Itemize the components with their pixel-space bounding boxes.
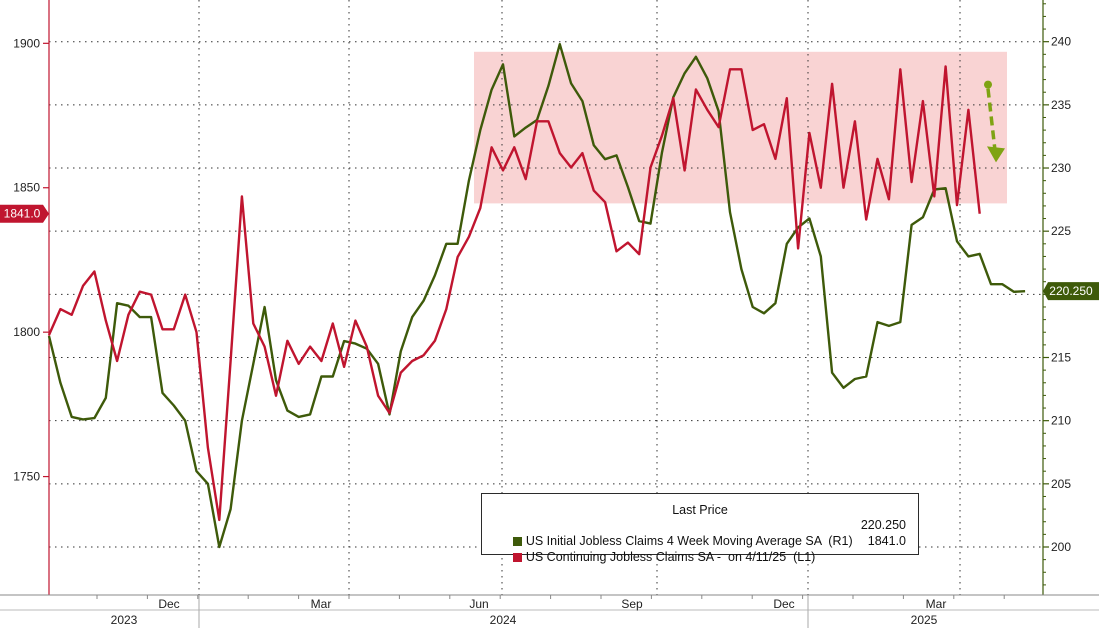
x-axis-year-label: 2024 — [490, 613, 517, 627]
legend: Last Price US Initial Jobless Claims 4 W… — [481, 493, 919, 564]
legend-label-initial-claims: US Initial Jobless Claims 4 Week Moving … — [525, 534, 853, 548]
x-axis-month-label: Dec — [773, 597, 794, 611]
last-value-tag-initial-claims — [1043, 282, 1099, 301]
last-value-label-initial-claims: 220.250 — [1049, 284, 1093, 298]
right-axis-tick-label: 215 — [1051, 351, 1071, 365]
legend-entry-initial-claims: US Initial Jobless Claims 4 Week Moving … — [482, 517, 918, 548]
left-axis-tick-label: 1750 — [13, 470, 40, 484]
right-axis-tick-label: 230 — [1051, 161, 1071, 175]
legend-title: Last Price — [672, 503, 728, 517]
annotation-arrow-shaft — [986, 88, 997, 151]
annotation-arrow-start — [984, 80, 992, 89]
x-axis-year-label: 2025 — [911, 613, 938, 627]
legend-value-continuing-claims: 1841.0 — [867, 534, 906, 548]
right-axis-tick-label: 225 — [1051, 224, 1071, 238]
left-axis-tick-label: 1900 — [13, 36, 40, 50]
last-value-label-continuing-claims: 1841.0 — [4, 207, 41, 221]
x-axis-month-label: Jun — [469, 597, 488, 611]
last-value-tag-continuing-claims — [0, 204, 49, 223]
right-axis-tick-label: 205 — [1051, 477, 1071, 491]
series-line-continuing-claims — [47, 65, 981, 522]
right-axis-tick-label: 240 — [1051, 35, 1071, 49]
legend-label-continuing-claims: US Continuing Jobless Claims SA - on 4/1… — [525, 550, 816, 564]
x-axis-year-label: 2023 — [111, 613, 138, 627]
annotation-arrow-head — [987, 146, 1005, 163]
left-axis-tick-label: 1850 — [13, 181, 40, 195]
right-axis-tick-label: 235 — [1051, 98, 1071, 112]
left-axis-tick-label: 1800 — [13, 325, 40, 339]
right-axis-tick-label: 200 — [1051, 540, 1071, 554]
legend-swatch-continuing-claims — [512, 553, 522, 562]
series-line-initial-claims — [47, 43, 1026, 549]
legend-entry-continuing-claims: US Continuing Jobless Claims SA - on 4/1… — [482, 533, 918, 564]
x-axis-month-label: Sep — [621, 597, 643, 611]
right-axis-tick-label: 210 — [1051, 414, 1071, 428]
x-axis-month-label: Mar — [311, 597, 332, 611]
x-axis-month-label: Dec — [158, 597, 179, 611]
legend-swatch-initial-claims — [512, 537, 522, 546]
x-axis-month-label: Mar — [926, 597, 947, 611]
legend-value-initial-claims: 220.250 — [860, 518, 906, 532]
